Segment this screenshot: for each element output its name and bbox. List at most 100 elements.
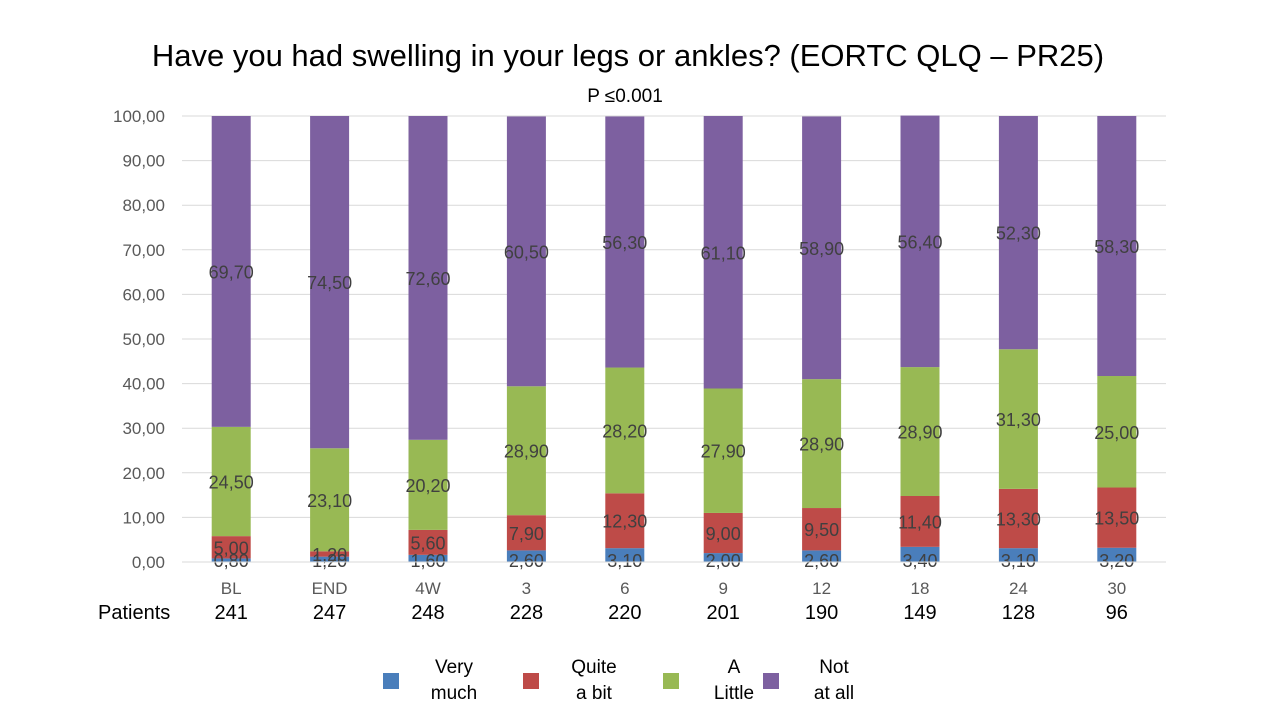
y-tick-label: 80,00	[122, 196, 165, 215]
legend-swatch	[763, 673, 779, 689]
data-label: 24,50	[209, 472, 254, 492]
y-tick-label: 50,00	[122, 330, 165, 349]
patients-row: Patients 241 247 248 228 220 201 190 149 128 96	[0, 602, 1280, 630]
bar-segment	[1097, 116, 1137, 377]
data-label: 28,90	[504, 442, 549, 462]
legend-label: Very much	[430, 657, 478, 704]
data-label: 56,30	[602, 233, 647, 253]
y-tick-label: 70,00	[122, 241, 165, 260]
bar-segment	[802, 508, 842, 551]
data-label: 20,20	[405, 476, 450, 496]
data-label: 3,40	[902, 551, 937, 571]
bar-segment	[998, 116, 1038, 350]
patients-count: 248	[411, 602, 445, 624]
data-label: 27,90	[701, 442, 746, 462]
legend-label: A Little	[713, 657, 755, 704]
x-tick-label: 30	[1107, 579, 1126, 598]
chart-subtitle: P ≤0.001	[587, 86, 663, 107]
legend-label: Quite a bit	[571, 657, 617, 704]
y-tick-label: 0,00	[132, 553, 165, 572]
bar-segment	[408, 116, 448, 440]
patients-count: 247	[312, 602, 347, 624]
data-label: 13,50	[1094, 509, 1139, 529]
legend-label: Not at all	[813, 657, 855, 704]
data-label: 31,30	[996, 410, 1041, 430]
bar-segment	[998, 548, 1038, 562]
x-tick-label: 12	[812, 579, 831, 598]
patients-count: 220	[608, 602, 642, 624]
data-label: 58,30	[1094, 237, 1139, 257]
data-label: 56,40	[897, 232, 942, 252]
patients-count: 241	[214, 602, 248, 624]
data-label: 52,30	[996, 224, 1041, 244]
x-tick-label: 18	[911, 579, 930, 598]
data-label: 3,10	[1001, 551, 1036, 571]
data-label: 0,80	[214, 551, 249, 571]
data-label: 5,00	[214, 538, 249, 558]
data-label: 3,10	[607, 551, 642, 571]
bar-segment	[506, 515, 546, 551]
bar-segment	[605, 493, 645, 549]
data-label: 9,50	[804, 520, 839, 540]
data-label: 28,90	[799, 435, 844, 455]
data-label: 11,40	[898, 512, 942, 532]
bar-segment	[1097, 376, 1137, 488]
x-tick-label: 9	[718, 579, 727, 598]
bar-segment	[408, 529, 448, 555]
y-tick-label: 90,00	[122, 152, 165, 171]
y-tick-label: 100,00	[113, 107, 165, 126]
y-tick-label: 10,00	[122, 508, 165, 527]
x-tick-label: 3	[522, 579, 531, 598]
legend-swatch	[523, 673, 539, 689]
patients-label: Patients	[98, 602, 171, 624]
bar-segment	[310, 116, 350, 449]
bar-segment	[408, 554, 448, 562]
bar-segment	[900, 546, 940, 562]
data-label: 1,20	[312, 545, 347, 565]
bar-segment	[998, 488, 1038, 549]
patients-count: 190	[804, 602, 839, 624]
data-label: 9,00	[706, 524, 741, 544]
data-label: 72,60	[405, 269, 450, 289]
x-tick-label: 24	[1009, 579, 1028, 598]
data-label: 2,60	[804, 551, 839, 571]
bar-segment	[703, 512, 743, 554]
data-label: 69,70	[209, 262, 254, 282]
bar-segment	[802, 379, 842, 509]
y-tick-label: 20,00	[122, 464, 165, 483]
data-label: 60,50	[504, 242, 549, 262]
bar-segment	[1097, 487, 1137, 548]
data-label: 28,90	[897, 423, 942, 443]
data-label: 74,50	[307, 273, 352, 293]
x-tick-label: 4W	[415, 579, 441, 598]
bar-segment	[506, 550, 546, 562]
bar-segment	[605, 548, 645, 562]
bar-segment	[310, 551, 350, 557]
y-tick-label: 40,00	[122, 375, 165, 394]
data-label: 23,10	[307, 491, 352, 511]
data-label: 28,20	[602, 421, 647, 441]
y-tick-label: 30,00	[122, 419, 165, 438]
y-tick-label: 60,00	[122, 285, 165, 304]
bar-segment	[998, 349, 1038, 489]
stacked-bar-chart: 0,00 10,00 20,00 30,00 40,00 50,00 60,00 70,00 8…	[113, 107, 1166, 598]
data-label: 5,60	[410, 533, 445, 553]
bar-segment	[211, 558, 251, 562]
bar-segment	[802, 116, 842, 380]
patients-count: 201	[706, 602, 740, 624]
bar-segment	[703, 116, 743, 389]
legend-swatch	[663, 673, 679, 689]
patients-count: 228	[509, 602, 544, 624]
bar-segment	[802, 550, 842, 562]
bar-segment	[703, 388, 743, 513]
bar-segment	[408, 439, 448, 530]
chart-legend: Very much Quite a bit A Little Not at all	[0, 655, 1280, 715]
legend-swatch	[383, 673, 399, 689]
bar-segment	[506, 116, 546, 387]
patients-count: 128	[1001, 602, 1036, 624]
x-tick-label: END	[312, 579, 348, 598]
bar-segment	[900, 115, 940, 368]
patients-count: 149	[903, 602, 937, 624]
patients-count: 96	[1105, 602, 1128, 624]
data-label: 1,60	[410, 551, 445, 571]
